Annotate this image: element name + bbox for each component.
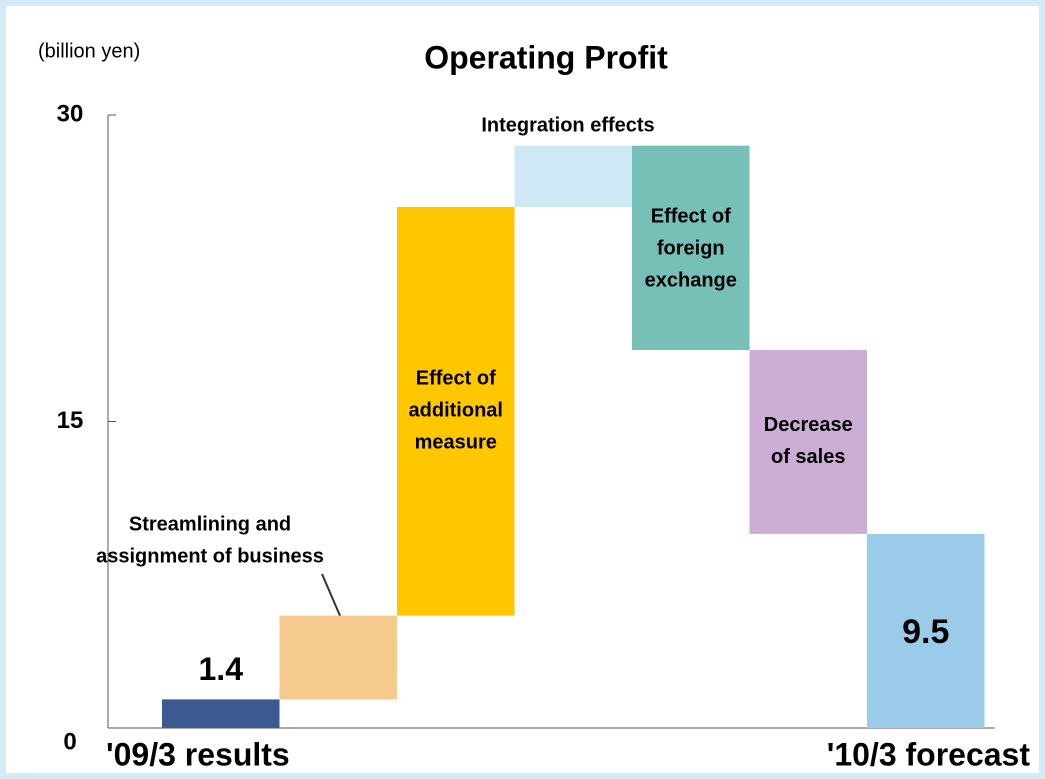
bar (749, 349, 867, 534)
bar-annotation: assignment of business (96, 545, 324, 567)
x-tick-label: '09/3 results (106, 736, 290, 772)
x-tick-label: '10/3 forecast (827, 736, 1031, 772)
bar (397, 206, 515, 616)
y-tick-label: 30 (57, 100, 84, 127)
bar-annotation: Integration effects (481, 114, 654, 136)
bar-annotation: foreign (657, 237, 725, 259)
bar-annotation: Effect of (416, 368, 496, 390)
bar-annotation: Effect of (651, 205, 731, 227)
bar (867, 533, 985, 728)
bar-annotation: additional (409, 400, 503, 422)
bar (632, 145, 750, 350)
y-axis-label: (billion yen) (38, 40, 140, 62)
chart-title: Operating Profit (424, 39, 668, 75)
y-tick-label: 15 (57, 407, 84, 434)
value-label: 9.5 (902, 613, 949, 651)
y-tick-label: 0 (63, 728, 76, 755)
bar-annotation: of sales (771, 446, 845, 468)
bar-annotation: exchange (645, 269, 737, 291)
bar (162, 699, 280, 728)
bar-annotation: Streamlining and (129, 513, 291, 535)
bar (279, 615, 397, 700)
bar (514, 145, 632, 207)
bar-annotation: measure (415, 432, 497, 454)
value-label: 1.4 (199, 651, 244, 687)
bar-annotation: Decrease (764, 414, 853, 436)
